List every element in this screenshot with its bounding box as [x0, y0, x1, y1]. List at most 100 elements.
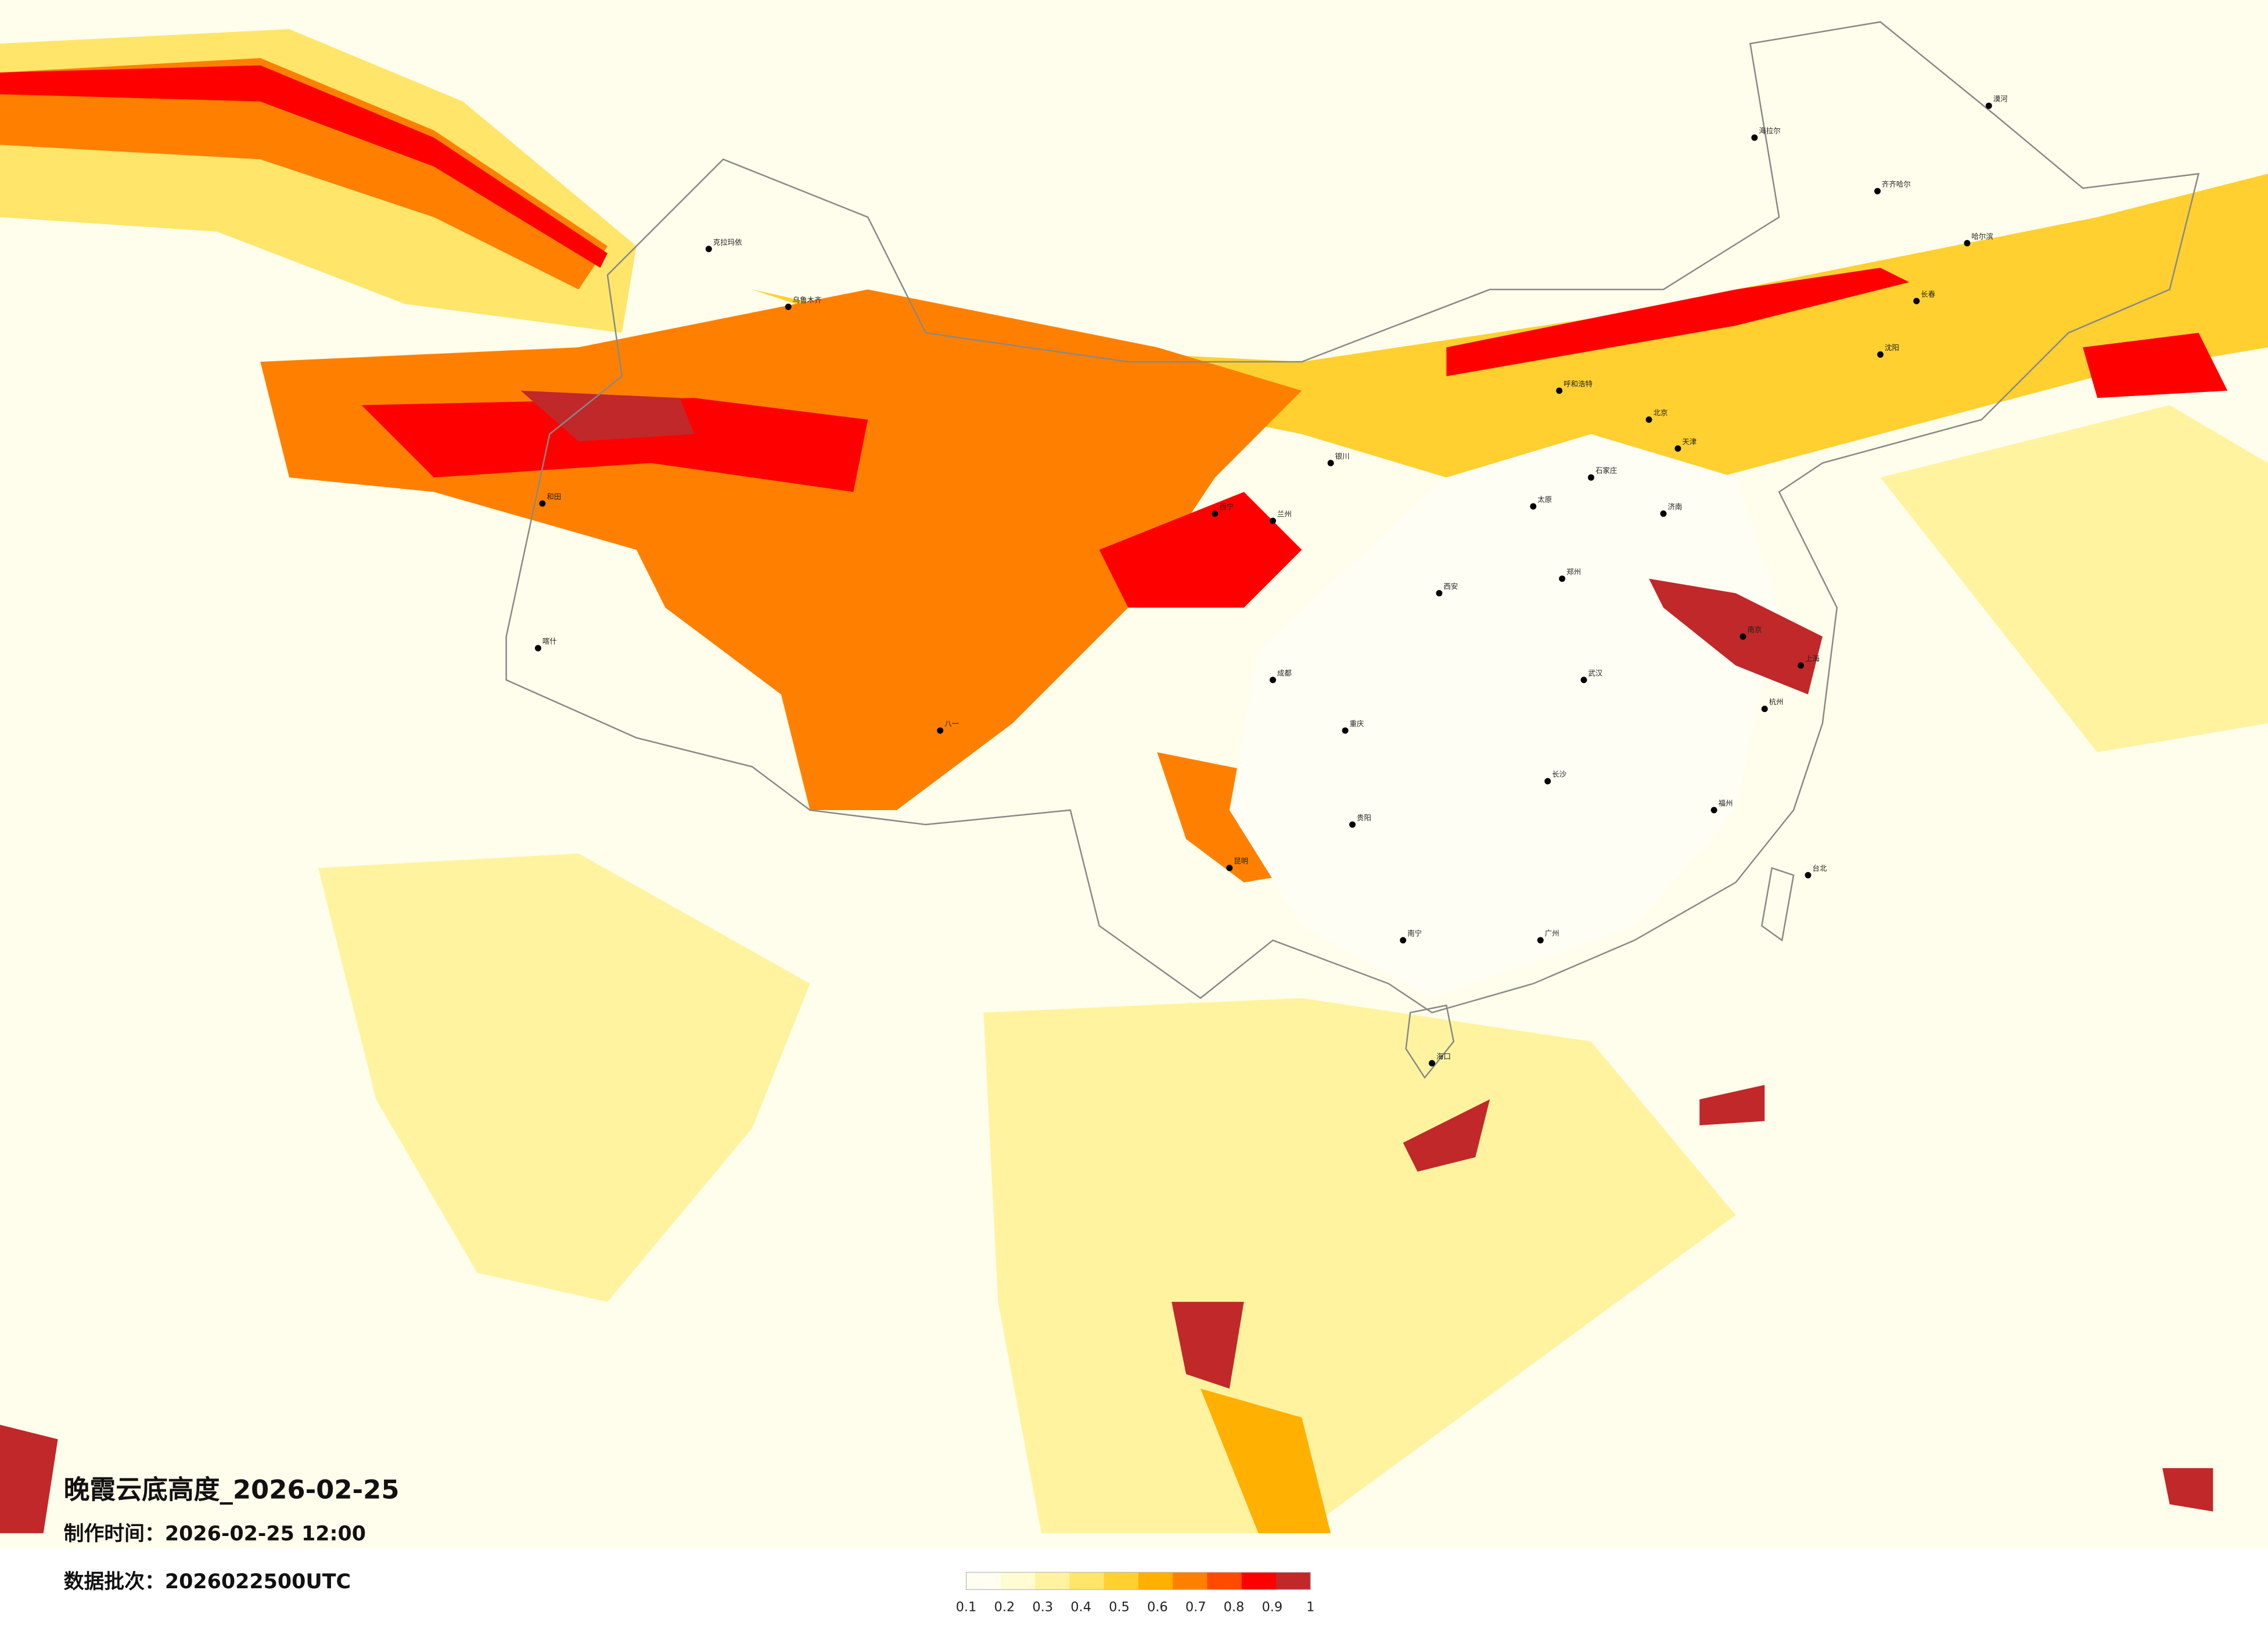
city-dot — [1559, 575, 1566, 582]
city-dot — [1212, 510, 1219, 517]
city-label: 成都 — [1277, 668, 1292, 677]
city-label: 西宁 — [1219, 502, 1234, 511]
city-label: 重庆 — [1350, 720, 1364, 728]
legend-swatch — [966, 1572, 1001, 1590]
city-dot — [1660, 510, 1667, 517]
city-dot — [1342, 727, 1349, 734]
legend-tick: 0.7 — [1185, 1600, 1206, 1615]
legend-swatch — [1104, 1572, 1139, 1590]
field — [1880, 405, 2268, 753]
field — [752, 174, 2268, 492]
field — [520, 390, 695, 441]
legend-frame — [965, 1571, 1311, 1590]
city-label: 八一 — [944, 720, 959, 728]
legend-swatch — [1207, 1572, 1242, 1590]
legend: 0.1 0.2 0.3 0.4 0.5 0.6 0.7 0.8 0.9 1 — [956, 1571, 1314, 1615]
city-dot — [1429, 1060, 1436, 1067]
legend-swatch — [1241, 1572, 1277, 1590]
city-label: 南宁 — [1407, 929, 1422, 938]
city-dot — [1327, 459, 1334, 466]
cloud-field — [0, 0, 2268, 1548]
field — [2083, 333, 2228, 398]
city-dot — [1751, 134, 1758, 141]
city-dot — [1436, 589, 1443, 596]
field — [0, 1424, 58, 1534]
city-label: 石家庄 — [1595, 466, 1617, 475]
city-dot — [534, 645, 541, 652]
legend-swatch — [1035, 1572, 1070, 1590]
field — [1446, 268, 1910, 376]
legend-tick: 0.4 — [1070, 1600, 1091, 1615]
city-label: 沈阳 — [1885, 343, 1899, 352]
city-dot — [1544, 778, 1551, 785]
legend-tick: 0.5 — [1109, 1600, 1130, 1615]
batch: 数据批次：2026022500UTC — [64, 1570, 351, 1593]
field — [1699, 1085, 1765, 1125]
city-label: 漠河 — [1993, 95, 2008, 103]
made-time: 制作时间：2026-02-25 12:00 — [64, 1523, 366, 1546]
city-label: 长春 — [1921, 290, 1935, 298]
legend-tick: 1 — [1306, 1600, 1314, 1615]
city-label: 南京 — [1747, 625, 1762, 634]
legend-tick: 0.6 — [1147, 1600, 1168, 1615]
legend-swatch — [1000, 1572, 1036, 1590]
city-dot — [1877, 351, 1884, 358]
field — [1649, 578, 1823, 695]
city-label: 乌鲁木齐 — [793, 296, 822, 304]
legend-tick: 0.9 — [1262, 1600, 1283, 1615]
field — [2162, 1468, 2213, 1512]
field — [983, 998, 1736, 1534]
border — [1405, 866, 1795, 1079]
city-dot — [1874, 188, 1881, 195]
legend-tick: 0.3 — [1033, 1600, 1054, 1615]
city-dot — [1985, 102, 1992, 109]
city-label: 郑州 — [1566, 567, 1581, 576]
city-dot — [1798, 662, 1805, 669]
legend-swatch — [1173, 1572, 1208, 1590]
city-label: 武汉 — [1588, 668, 1602, 677]
legend-tick: 0.2 — [994, 1600, 1015, 1615]
legend-tick: 0.8 — [1224, 1600, 1245, 1615]
city-label: 昆明 — [1234, 857, 1248, 865]
field — [1099, 492, 1302, 608]
city-label: 杭州 — [1769, 697, 1784, 706]
city-dot — [1270, 517, 1277, 524]
legend-swatch — [1138, 1572, 1173, 1590]
city-label: 齐齐哈尔 — [1882, 180, 1911, 189]
city-dot — [1400, 937, 1407, 944]
border — [505, 21, 2200, 1014]
city-dot — [539, 500, 546, 507]
city-dot — [1739, 633, 1746, 640]
city-dot — [1226, 865, 1233, 872]
city-dot — [1674, 445, 1681, 452]
city-dot — [937, 727, 944, 734]
field — [1171, 1301, 1244, 1389]
city-label: 台北 — [1813, 864, 1827, 873]
city-label: 北京 — [1654, 408, 1668, 417]
city-label: 天津 — [1682, 437, 1696, 446]
city-label: 济南 — [1667, 502, 1682, 511]
city-label: 兰州 — [1277, 509, 1292, 518]
city-label: 贵阳 — [1357, 813, 1371, 822]
legend-swatch — [1069, 1572, 1105, 1590]
city-label: 和田 — [547, 492, 561, 501]
title: 晚霞云底高度_2026-02-25 — [64, 1474, 400, 1505]
city-dot — [1580, 677, 1587, 684]
city-label: 哈尔滨 — [1971, 232, 1993, 240]
city-label: 海口 — [1436, 1052, 1451, 1060]
city-dot — [1270, 677, 1277, 684]
city-dot — [705, 246, 712, 253]
legend-swatch — [1276, 1572, 1311, 1590]
city-label: 太原 — [1537, 495, 1552, 504]
city-label: 西安 — [1443, 582, 1458, 591]
field — [318, 853, 810, 1302]
city-label: 银川 — [1335, 452, 1350, 461]
city-dot — [1710, 807, 1717, 814]
city-label: 克拉玛依 — [713, 238, 742, 246]
city-label: 喀什 — [542, 637, 557, 646]
city-dot — [1805, 872, 1811, 879]
city-label: 上海 — [1805, 654, 1820, 663]
city-dot — [1913, 297, 1920, 304]
city-dot — [1587, 474, 1594, 481]
